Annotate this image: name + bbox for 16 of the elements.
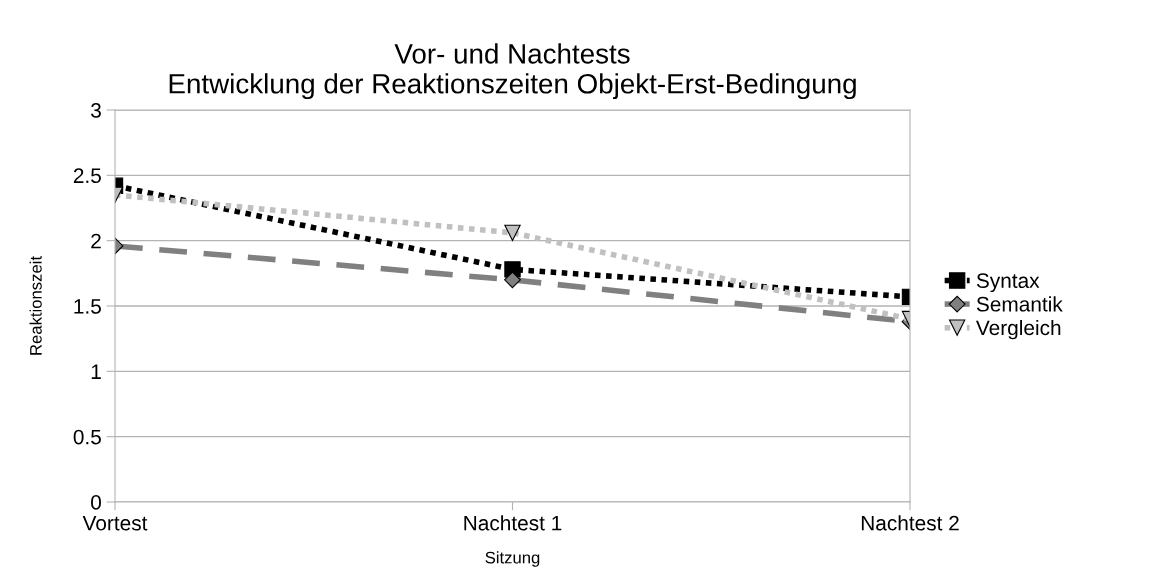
y-tick-label: 1.5	[74, 299, 101, 314]
y-tick-label: 1	[91, 364, 101, 379]
y-tick-label: 2	[91, 233, 101, 249]
chart-title: Vor- und Nachtests Entwicklung der Reaktionszeiten Objekt-Erst-Bedingung	[169, 43, 856, 100]
y-tick-label: 3	[91, 103, 101, 118]
x-tick-label: Nachtest 2	[861, 515, 959, 531]
legend-label: Syntax	[976, 273, 1040, 293]
y-tick-label: 0.5	[73, 429, 101, 445]
x-tick-label: Nachtest 1	[464, 515, 562, 531]
legend-label: Vergleich	[975, 319, 1061, 340]
x-axis-title: Sitzung	[485, 551, 540, 567]
y-tick-label: 2.5	[73, 168, 101, 184]
y-tick-label: 0	[91, 495, 101, 510]
legend-label: Semantik	[976, 296, 1063, 312]
x-tick-label: Vortest	[82, 515, 148, 531]
y-axis-title: Reaktionszeit	[29, 256, 42, 355]
